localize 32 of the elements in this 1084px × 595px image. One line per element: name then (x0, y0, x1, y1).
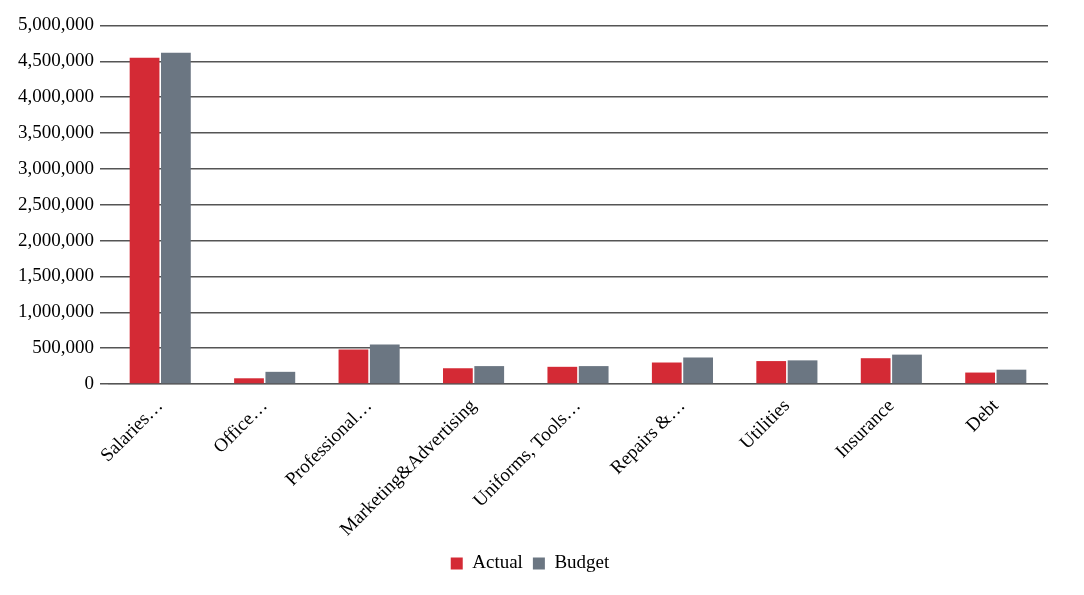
bar (338, 349, 369, 384)
y-tick-label: 500,000 (32, 336, 94, 358)
y-tick-label: 0 (84, 372, 94, 394)
bar (651, 362, 682, 384)
x-tick-label: Debt (961, 394, 1003, 436)
y-tick-label: 4,000,000 (18, 85, 94, 107)
bar (234, 378, 264, 384)
bar (265, 371, 296, 384)
y-tick-label: 3,500,000 (18, 120, 94, 142)
bar (547, 366, 578, 384)
bar (683, 357, 713, 384)
bar (578, 366, 609, 384)
bar (443, 368, 473, 384)
bar (892, 354, 922, 384)
y-tick-label: 2,000,000 (18, 228, 94, 250)
y-tick-label: 3,000,000 (18, 156, 94, 178)
bar (965, 372, 995, 384)
bar (161, 52, 191, 384)
y-tick-label: 2,500,000 (18, 192, 94, 214)
bar (756, 361, 787, 384)
bar (474, 366, 505, 384)
bar (129, 57, 160, 384)
y-tick-label: 5,000,000 (18, 13, 94, 35)
bar (369, 344, 400, 384)
y-tick-label: 4,500,000 (18, 49, 94, 71)
y-tick-label: 1,000,000 (18, 300, 94, 322)
legend-label: Actual (472, 551, 523, 573)
legend-label: Budget (554, 551, 610, 573)
bar (996, 369, 1027, 384)
bar (787, 360, 818, 384)
bar (860, 358, 891, 384)
y-tick-label: 1,500,000 (18, 264, 94, 286)
